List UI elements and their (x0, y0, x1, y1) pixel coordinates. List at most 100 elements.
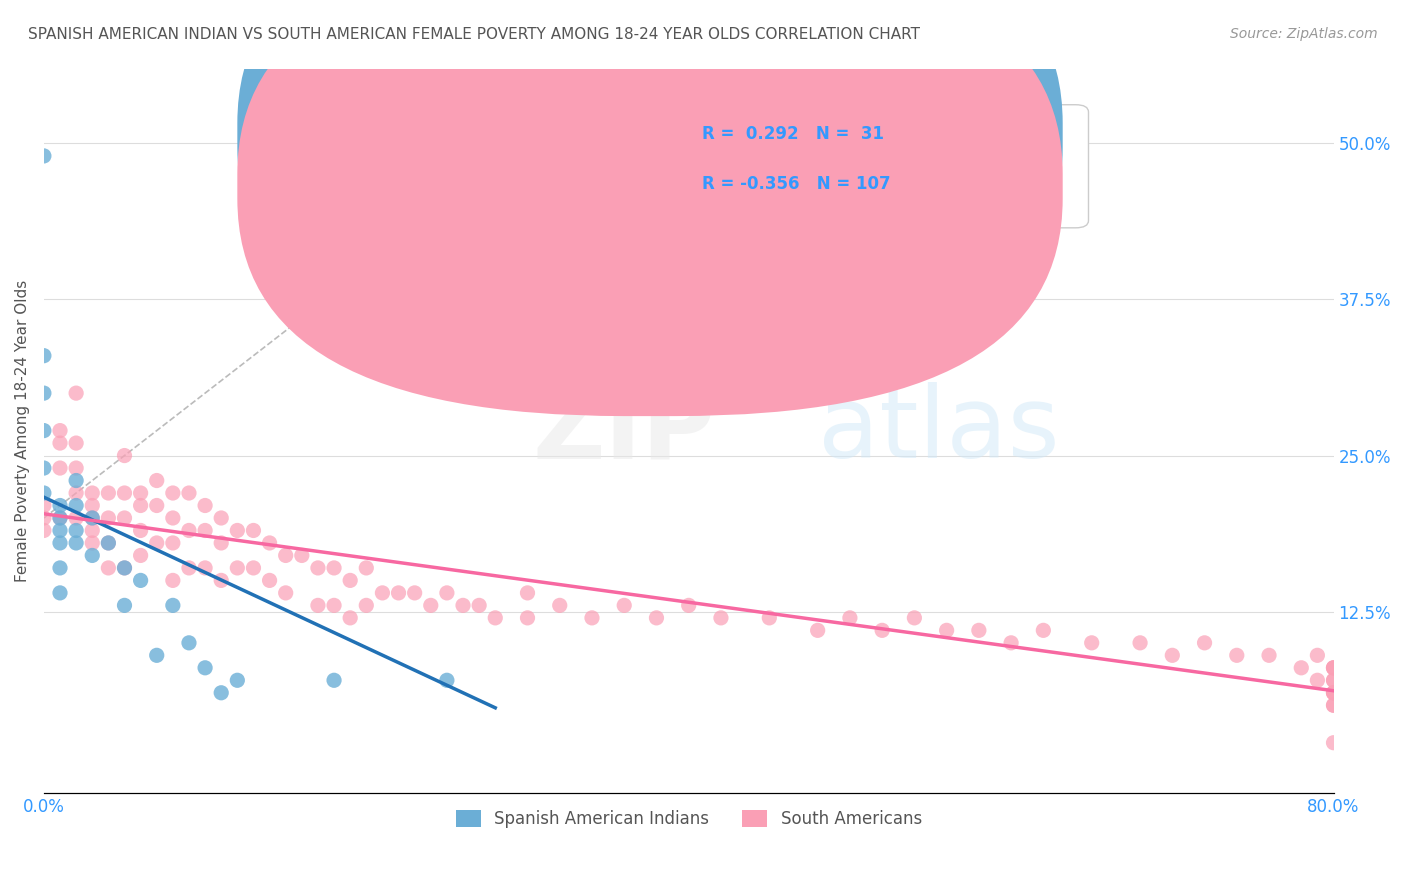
Point (129, 486, 152, 500)
Point (1322, 698, 1344, 713)
Point (356, 599, 378, 613)
Point (387, 586, 409, 600)
Point (97, 536, 120, 550)
Text: R = -0.356   N = 107: R = -0.356 N = 107 (702, 176, 890, 194)
Point (1322, 698, 1344, 713)
Point (1322, 686, 1344, 700)
Point (903, 611, 925, 625)
Point (1322, 673, 1344, 688)
Point (114, 599, 136, 613)
Point (65, 499, 87, 513)
Point (97, 486, 120, 500)
Point (1032, 624, 1054, 638)
Point (65, 461, 87, 475)
Point (1322, 673, 1344, 688)
Point (548, 599, 571, 613)
Point (49, 436, 72, 450)
Point (451, 599, 474, 613)
Point (49, 511, 72, 525)
Point (65, 536, 87, 550)
Point (129, 574, 152, 588)
Point (162, 511, 184, 525)
Point (838, 611, 860, 625)
Point (758, 611, 780, 625)
Point (323, 673, 346, 688)
Point (1322, 661, 1344, 675)
Point (49, 586, 72, 600)
Point (1322, 661, 1344, 675)
Point (1161, 648, 1184, 663)
Point (194, 524, 217, 538)
Point (436, 586, 458, 600)
Point (129, 499, 152, 513)
FancyBboxPatch shape (599, 104, 1088, 227)
Point (114, 561, 136, 575)
Point (484, 611, 506, 625)
Point (1322, 661, 1344, 675)
Legend: Spanish American Indians, South Americans: Spanish American Indians, South American… (449, 804, 928, 835)
Point (177, 524, 200, 538)
Point (307, 561, 329, 575)
Point (581, 611, 603, 625)
Point (935, 624, 957, 638)
Point (194, 499, 217, 513)
Point (1322, 686, 1344, 700)
Point (291, 549, 314, 563)
Point (1000, 636, 1022, 650)
Text: SPANISH AMERICAN INDIAN VS SOUTH AMERICAN FEMALE POVERTY AMONG 18-24 YEAR OLDS C: SPANISH AMERICAN INDIAN VS SOUTH AMERICA… (28, 27, 920, 42)
Point (323, 599, 346, 613)
Point (49, 461, 72, 475)
Point (242, 524, 264, 538)
Point (114, 511, 136, 525)
Point (129, 524, 152, 538)
Point (82, 524, 104, 538)
Point (1306, 673, 1329, 688)
Point (82, 511, 104, 525)
Point (49, 524, 72, 538)
Point (32, 386, 55, 401)
Point (49, 511, 72, 525)
Point (307, 599, 329, 613)
Point (870, 624, 893, 638)
Point (226, 673, 249, 688)
Point (678, 599, 700, 613)
Point (32, 149, 55, 163)
Point (274, 586, 297, 600)
Point (209, 511, 232, 525)
FancyBboxPatch shape (238, 0, 1063, 366)
Point (967, 624, 990, 638)
Point (259, 536, 281, 550)
Point (259, 574, 281, 588)
Point (177, 561, 200, 575)
Point (49, 499, 72, 513)
Point (145, 536, 167, 550)
Point (436, 673, 458, 688)
Point (209, 574, 232, 588)
Point (194, 561, 217, 575)
Point (226, 524, 249, 538)
Point (82, 511, 104, 525)
Text: ZIP: ZIP (533, 382, 716, 479)
Point (1306, 648, 1329, 663)
Point (371, 586, 394, 600)
Point (162, 574, 184, 588)
Point (49, 561, 72, 575)
Point (65, 386, 87, 401)
Point (145, 474, 167, 488)
Point (1322, 736, 1344, 750)
Point (145, 499, 167, 513)
Point (710, 611, 733, 625)
Point (613, 599, 636, 613)
Point (97, 561, 120, 575)
Text: atlas: atlas (818, 382, 1059, 479)
Point (65, 511, 87, 525)
Point (145, 648, 167, 663)
Point (32, 461, 55, 475)
Text: R =  0.292   N =  31: R = 0.292 N = 31 (702, 125, 883, 143)
Point (162, 599, 184, 613)
Point (807, 624, 830, 638)
Point (82, 549, 104, 563)
Point (209, 686, 232, 700)
Point (32, 524, 55, 538)
Point (1194, 636, 1216, 650)
